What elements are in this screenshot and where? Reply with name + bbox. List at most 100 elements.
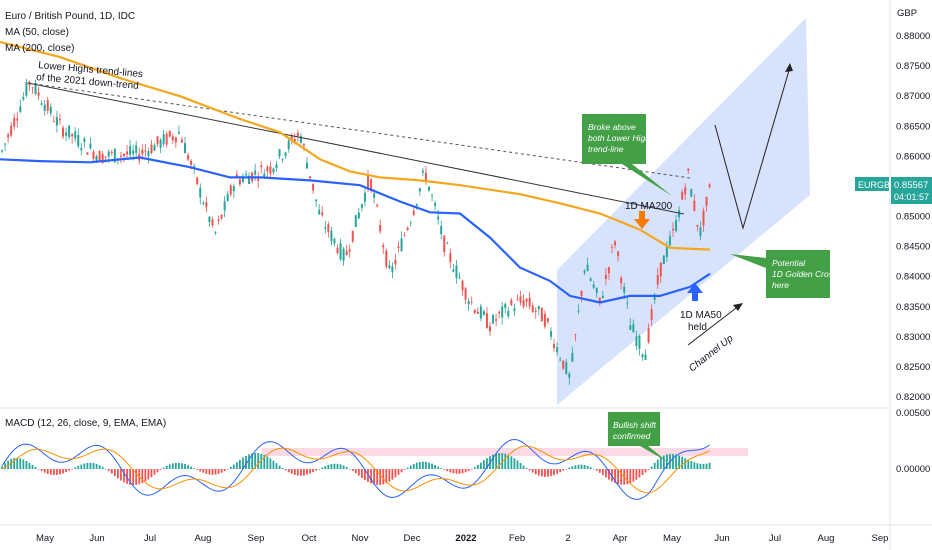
candle-body [678, 210, 681, 218]
macd-histogram-bar [239, 459, 241, 469]
macd-histogram-bar [534, 469, 537, 475]
candle-body [626, 302, 629, 304]
macd-histogram-bar [187, 465, 189, 469]
candle-body [348, 249, 351, 252]
macd-histogram-bar [290, 469, 293, 474]
candle-body [333, 238, 336, 244]
candle-body [254, 170, 257, 175]
candle-body [482, 311, 485, 315]
candle-body [235, 174, 238, 178]
macd-histogram-bar [80, 464, 83, 469]
macd-histogram-bar [370, 469, 372, 484]
macd-histogram-bar [10, 458, 13, 469]
callout-bullish-line1: Bullish shift [613, 420, 657, 430]
candle-body [537, 305, 540, 310]
candle-body [58, 118, 61, 121]
macd-histogram-bar [675, 454, 677, 469]
callout-golden-cross-line2: 1D Golden Cross [772, 269, 838, 279]
macd-histogram-bar [483, 460, 485, 469]
candle-body [232, 186, 235, 192]
candle-body [351, 230, 354, 242]
candle-body [540, 307, 543, 322]
time-tick-label: Jul [144, 533, 156, 544]
ma200-line [0, 40, 711, 251]
macd-histogram-bar [406, 467, 409, 469]
channel-up-arrow [687, 304, 741, 346]
macd-histogram-bar [617, 469, 619, 485]
callout-broke-above-line1: Broke above [588, 122, 636, 132]
candle-body [394, 259, 397, 265]
macd-histogram-bar [666, 454, 668, 469]
macd-histogram-bar [528, 469, 531, 471]
macd-histogram-bar [117, 469, 119, 479]
candle-body [293, 139, 296, 143]
macd-histogram-bar [208, 469, 211, 475]
candle-body [196, 177, 199, 185]
macd-histogram-bar [1, 466, 3, 469]
macd-histogram-bar [107, 469, 110, 472]
candle-body [708, 184, 711, 187]
candle-body [162, 134, 165, 145]
macd-histogram-bar [385, 469, 388, 484]
callout-bullish-line2: confirmed [613, 431, 651, 441]
candle-body [388, 265, 391, 268]
candle-body [431, 195, 434, 197]
price-tick-label: 0.85000 [896, 212, 930, 223]
macd-histogram-bar [281, 468, 284, 469]
candle-body [1, 150, 3, 152]
candle-body [403, 235, 406, 236]
candle-body [324, 227, 327, 229]
macd-histogram-bar [306, 469, 308, 475]
macd-histogram-bar [296, 469, 299, 476]
candle-body [470, 301, 473, 303]
candle-body [485, 313, 488, 329]
candle-body [501, 306, 504, 318]
candle-body [522, 300, 525, 307]
macd-histogram-bar [431, 463, 433, 469]
candle-body [299, 136, 302, 143]
macd-histogram-bar [608, 469, 610, 480]
price-tick-label: 0.86500 [896, 121, 930, 132]
candle-body [342, 248, 345, 261]
time-tick-label: Sep [872, 533, 889, 544]
macd-histogram-bar [638, 469, 641, 478]
countdown: 04:01:57 [894, 192, 929, 202]
candle-body [31, 87, 34, 89]
macd-histogram-bar [501, 453, 504, 469]
candle-body [513, 308, 516, 312]
macd-histogram-bar [632, 469, 635, 482]
macd-histogram-bar [373, 469, 375, 485]
candle-body [217, 219, 220, 221]
candle-body [668, 236, 671, 246]
macd-histogram-bar [324, 466, 327, 469]
candle-body [370, 179, 373, 191]
macd-histogram-bar [452, 469, 455, 474]
candle-body [580, 290, 583, 296]
macd-histogram-bar [98, 465, 101, 469]
macd-histogram-bar [303, 469, 305, 476]
macd-histogram-bar [330, 464, 333, 469]
candle-body [174, 137, 177, 143]
macd-histogram-bar [28, 462, 31, 469]
macd-histogram-bar [592, 468, 595, 470]
macd-histogram-bar [662, 455, 665, 469]
candle-body [360, 204, 363, 208]
candle-body [693, 200, 696, 211]
candle-body [89, 143, 92, 149]
callout-golden-cross-line1: Potential [772, 258, 806, 268]
macd-histogram-bar [129, 469, 131, 485]
price-tick-label: 0.83000 [896, 332, 930, 343]
candle-body [104, 156, 107, 158]
macd-line [1, 438, 710, 500]
candle-body [644, 354, 647, 361]
candle-body [428, 186, 430, 191]
candle-body [489, 326, 491, 332]
macd-histogram-bar [31, 464, 34, 469]
symbol-tag: EURGBP [858, 180, 896, 190]
candle-body [446, 243, 449, 245]
macd-histogram-bar [144, 469, 147, 482]
macd-histogram-bar [425, 461, 427, 469]
macd-histogram-bar [113, 469, 116, 476]
macd-histogram-bar [394, 469, 397, 478]
